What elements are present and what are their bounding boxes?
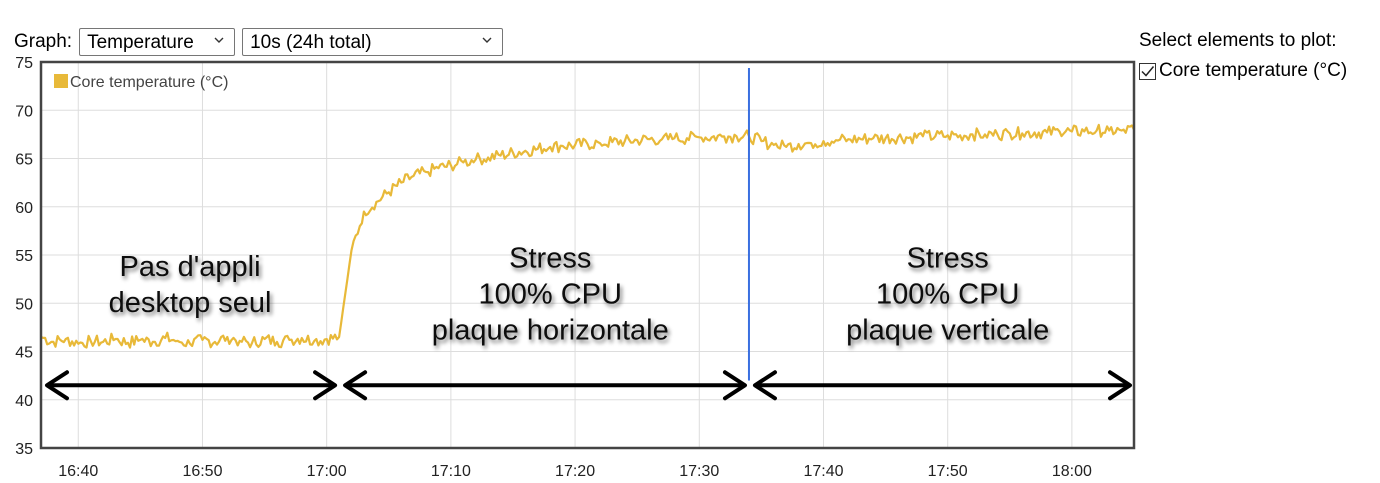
x-tick-label: 17:40 — [803, 463, 843, 480]
graph-type-select[interactable]: Temperature — [79, 28, 236, 56]
x-tick-label: 17:20 — [555, 463, 595, 480]
phase-arrow-head-right — [722, 370, 747, 401]
phase-arrow-head-left — [45, 370, 69, 401]
y-tick-label: 60 — [15, 200, 33, 217]
phase-arrow-head-right — [313, 370, 338, 401]
legend-label: Core temperature (°C) — [70, 74, 228, 91]
x-tick-label: 17:10 — [431, 463, 471, 480]
y-tick-label: 50 — [15, 296, 33, 313]
temperature-chart: 35 40 45 50 55 60 65 70 75 16:40 16:50 17:00 17:10 17… — [0, 55, 1140, 483]
time-range-select[interactable]: 10s (24h total) — [242, 28, 504, 56]
plot-frame — [39, 60, 1136, 450]
element-checkbox[interactable] — [1139, 62, 1156, 80]
annotation-text: plaque verticale — [846, 315, 1049, 347]
element-option-label: Core temperature (°C) — [1159, 60, 1348, 81]
graph-label: Graph: — [14, 31, 73, 52]
element-option-core-temperature[interactable]: Core temperature (°C) — [1139, 60, 1379, 82]
x-tick-label: 16:40 — [58, 463, 98, 480]
annotation-text: 100% CPU — [479, 279, 622, 311]
annotation-text: desktop seul — [109, 287, 272, 319]
annotation-text: Pas d'appli — [120, 251, 261, 283]
y-tick-label: 75 — [15, 55, 33, 72]
y-tick-label: 45 — [15, 345, 33, 362]
y-tick-label: 35 — [15, 441, 33, 458]
series-line-core-temperature — [40, 123, 1135, 349]
graph-type-value: Temperature — [87, 32, 194, 53]
phase-arrow-head-right — [1108, 370, 1132, 401]
x-tick-label: 17:30 — [679, 463, 719, 480]
annotation-text: Stress — [907, 243, 989, 275]
x-tick-label: 16:50 — [182, 463, 222, 480]
y-tick-label: 40 — [15, 393, 33, 410]
annotation-text: plaque horizontale — [432, 315, 669, 347]
checkmark-icon — [1141, 65, 1155, 77]
y-tick-label: 55 — [15, 248, 33, 265]
element-selector-panel: Select elements to plot: Core temperatur… — [1139, 30, 1379, 82]
annotation-text: 100% CPU — [876, 279, 1019, 311]
phase-arrow-head-left — [752, 370, 777, 401]
x-tick-label: 17:00 — [307, 463, 347, 480]
x-tick-label: 18:00 — [1052, 463, 1092, 480]
chevron-down-icon — [214, 37, 224, 43]
y-tick-label: 70 — [15, 103, 33, 120]
element-selector-title: Select elements to plot: — [1139, 30, 1337, 51]
chart-canvas: 35 40 45 50 55 60 65 70 75 16:40 16:50 17:00 17:10 17… — [15, 55, 1136, 480]
y-tick-label: 65 — [15, 152, 33, 169]
phase-arrow-head-left — [343, 370, 368, 401]
time-range-value: 10s (24h total) — [250, 32, 372, 53]
legend-swatch — [54, 74, 68, 88]
annotation-text: Stress — [509, 243, 591, 275]
x-tick-label: 17:50 — [928, 463, 968, 480]
chevron-down-icon — [482, 37, 492, 43]
graph-toolbar: Graph: Temperature 10s (24h total) — [14, 28, 510, 56]
